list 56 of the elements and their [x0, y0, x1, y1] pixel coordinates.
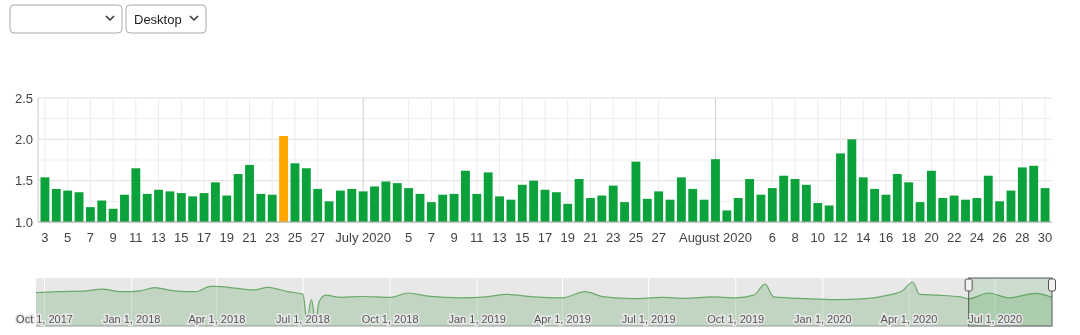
x-tick-label: July 2020 [335, 230, 391, 245]
x-tick-label: 9 [109, 230, 117, 245]
x-tick-label: Jul 1, 2019 [621, 313, 676, 325]
x-tick-label: Jan 1, 2020 [794, 313, 852, 325]
x-tick-label: Oct 1, 2017 [16, 313, 73, 325]
x-tick-label: 8 [791, 230, 799, 245]
x-tick-label: 7 [86, 230, 95, 245]
text: Desktop [134, 12, 182, 27]
x-tick-label: 7 [427, 230, 435, 245]
x-tick-label: 23 [265, 230, 280, 245]
x-tick-label: 11 [129, 230, 143, 245]
x-tick-label: 18 [901, 230, 916, 245]
y-tick-label: 2.0 [14, 131, 33, 147]
x-tick-label: 9 [450, 230, 458, 245]
x-tick-label: Jan 1, 2018 [102, 313, 161, 325]
x-tick-label: 27 [651, 230, 666, 245]
x-tick-label: 24 [969, 230, 985, 245]
x-tick-label: 12 [833, 230, 848, 245]
x-tick-label: 17 [196, 230, 212, 245]
x-tick-label: 21 [583, 230, 598, 245]
x-tick-label: 20 [924, 230, 939, 245]
x-tick-label: 5 [64, 230, 72, 245]
x-tick-label: 14 [855, 230, 871, 245]
x-tick-label: 23 [605, 230, 621, 245]
x-tick-label: Apr 1, 2019 [534, 313, 591, 325]
x-tick-label: Jan 1, 2019 [448, 313, 506, 325]
x-tick-label: 21 [242, 230, 257, 245]
x-tick-label: August 2020 [678, 230, 752, 245]
x-tick-label: Apr 1, 2020 [880, 313, 938, 325]
x-tick-label: Oct 1, 2019 [707, 313, 765, 325]
x-tick-label: 11 [470, 230, 484, 245]
x-tick-label: 22 [946, 230, 962, 245]
y-tick-label: 2.5 [14, 90, 33, 106]
x-tick-label: 19 [560, 230, 575, 245]
x-tick-label: Jul 1, 2018 [276, 313, 330, 325]
x-tick-label: 28 [1015, 230, 1030, 245]
x-tick-label: 25 [287, 230, 303, 245]
x-tick-label: 16 [878, 230, 894, 245]
x-tick-label: Apr 1, 2018 [188, 313, 246, 325]
y-tick-label: 1.5 [14, 173, 33, 189]
x-tick-label: 10 [810, 230, 825, 245]
x-tick-label: 15 [515, 230, 530, 245]
x-tick-label: 6 [768, 230, 776, 245]
x-tick-label: 17 [537, 230, 553, 245]
x-tick-label: 3 [41, 230, 49, 245]
x-tick-label: 26 [992, 230, 1007, 245]
x-tick-label: 19 [219, 230, 235, 245]
x-tick-label: 25 [628, 230, 644, 245]
x-tick-label: 5 [405, 230, 413, 245]
x-tick-label: Oct 1, 2018 [361, 313, 419, 325]
x-tick-label: 15 [174, 230, 189, 245]
x-tick-label: 30 [1037, 230, 1053, 245]
x-tick-label: 13 [492, 230, 507, 245]
x-tick-label: 27 [310, 230, 325, 245]
y-tick-label: 1.0 [14, 214, 33, 230]
x-tick-label: 13 [151, 230, 166, 245]
